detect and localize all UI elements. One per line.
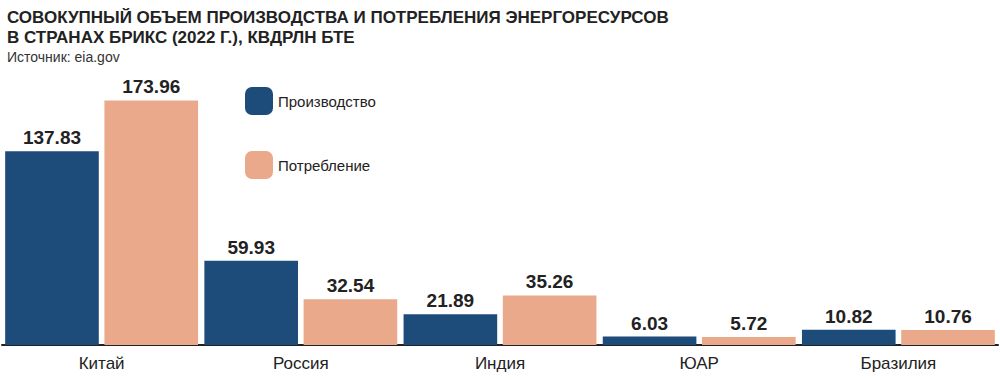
svg-text:Производство: Производство <box>278 93 376 110</box>
svg-text:СОВОКУПНЫЙ ОБЪЕМ ПРОИЗВОДСТВА: СОВОКУПНЫЙ ОБЪЕМ ПРОИЗВОДСТВА И ПОТРЕБЛЕ… <box>7 8 669 27</box>
svg-text:10.76: 10.76 <box>924 306 972 327</box>
svg-text:5.72: 5.72 <box>730 313 767 334</box>
svg-text:В СТРАНАХ БРИКС (2022 Г.), КВД: В СТРАНАХ БРИКС (2022 Г.), КВДРЛН БТЕ <box>7 28 355 47</box>
svg-text:32.54: 32.54 <box>327 275 375 296</box>
svg-text:10.82: 10.82 <box>825 306 873 327</box>
svg-text:Россия: Россия <box>273 354 329 373</box>
svg-text:Китай: Китай <box>79 354 125 373</box>
svg-text:59.93: 59.93 <box>227 237 275 258</box>
svg-text:173.96: 173.96 <box>122 76 180 97</box>
svg-text:Индия: Индия <box>475 354 525 373</box>
svg-text:Бразилия: Бразилия <box>861 354 937 373</box>
svg-text:21.89: 21.89 <box>427 290 475 311</box>
svg-text:35.26: 35.26 <box>526 271 574 292</box>
svg-text:Потребление: Потребление <box>278 157 370 174</box>
svg-text:137.83: 137.83 <box>23 127 81 148</box>
svg-text:ЮАР: ЮАР <box>680 354 719 373</box>
svg-text:Источник: eia.gov: Источник: eia.gov <box>7 49 120 65</box>
svg-text:6.03: 6.03 <box>631 313 668 334</box>
